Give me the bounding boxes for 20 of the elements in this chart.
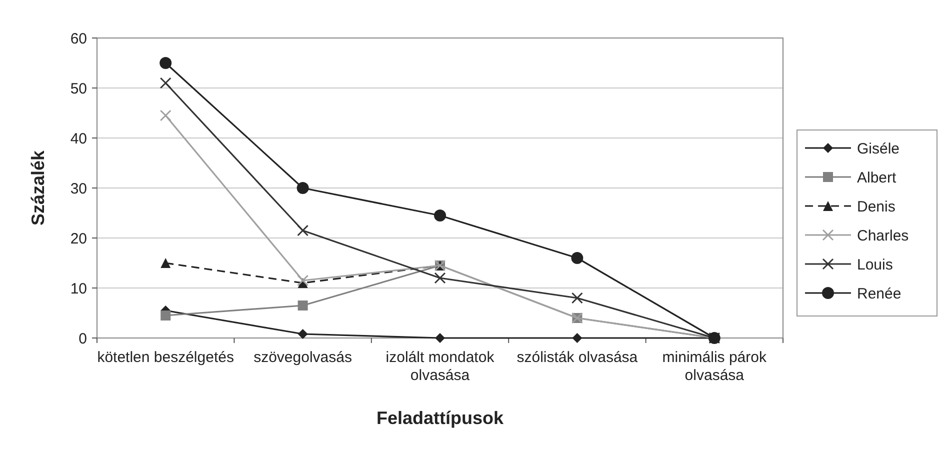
legend-label: Denis: [857, 198, 896, 216]
legend-label: Charles: [857, 227, 909, 244]
y-tick-label: 0: [78, 330, 87, 348]
x-tick-label: kötetlen beszélgetés: [97, 349, 234, 366]
legend-label: Giséle: [857, 140, 900, 158]
x-tick-label: minimális párok olvasása: [662, 349, 767, 384]
legend-label: Albert: [857, 169, 898, 186]
legend-label: Renée: [857, 285, 902, 302]
x-axis-title: Feladattípusok: [376, 408, 504, 428]
x-tick-label: szólisták olvasása: [516, 349, 638, 366]
y-tick-label: 60: [70, 30, 87, 48]
y-tick-label: 40: [70, 130, 87, 148]
x-tick-label: szövegolvasás: [254, 349, 352, 366]
y-tick-label: 10: [70, 280, 87, 298]
legend-label: Louis: [857, 256, 893, 274]
y-tick-label: 30: [70, 180, 87, 198]
y-tick-label: 50: [70, 80, 87, 98]
x-tick-label: izolált mondatok olvasása: [386, 349, 495, 384]
y-tick-label: 20: [70, 230, 87, 248]
y-axis-title: Százalék: [28, 149, 48, 226]
